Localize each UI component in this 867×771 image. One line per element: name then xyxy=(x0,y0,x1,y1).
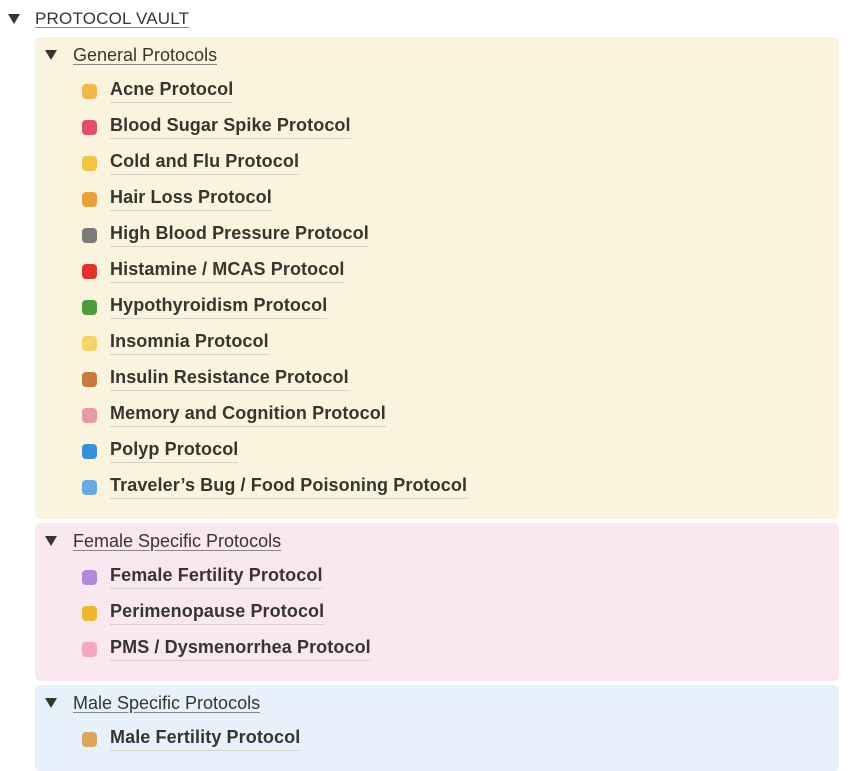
item-link[interactable]: Histamine / MCAS Protocol xyxy=(110,259,345,283)
item-link[interactable]: Traveler’s Bug / Food Poisoning Protocol xyxy=(110,475,468,499)
list-item: Acne Protocol xyxy=(82,73,234,109)
item-icon xyxy=(82,407,97,423)
item-icon xyxy=(82,443,97,459)
page: {"header": {"title": "PROTOCOL VAULT"}, … xyxy=(8,1,839,771)
page-title[interactable]: PROTOCOL VAULT xyxy=(35,9,190,28)
item-link[interactable]: Polyp Protocol xyxy=(110,439,239,463)
item-icon xyxy=(82,731,97,747)
list-item: High Blood Pressure Protocol xyxy=(82,217,369,253)
section: General Protocols Acne Protocol Blood Suga… xyxy=(35,37,839,519)
list-item: Perimenopause Protocol xyxy=(82,595,325,631)
item-icon xyxy=(82,83,97,99)
item-link[interactable]: Acne Protocol xyxy=(110,79,234,103)
item-icon xyxy=(82,371,97,387)
item-link[interactable]: Male Fertility Protocol xyxy=(110,727,301,751)
toggle-arrow[interactable] xyxy=(45,698,57,708)
item-icon xyxy=(82,641,97,657)
toggle-arrow[interactable] xyxy=(45,536,57,546)
list-item: PMS / Dysmenorrhea Protocol xyxy=(82,631,371,667)
item-icon xyxy=(82,569,97,585)
item-icon xyxy=(82,479,97,495)
item-link[interactable]: PMS / Dysmenorrhea Protocol xyxy=(110,637,371,661)
section-title[interactable]: Male Specific Protocols xyxy=(73,692,261,713)
item-icon xyxy=(82,605,97,621)
list-item: Hypothyroidism Protocol xyxy=(82,289,328,325)
item-link[interactable]: Hair Loss Protocol xyxy=(110,187,272,211)
section-header: Male Specific Protocols xyxy=(45,685,260,721)
section-header: Female Specific Protocols xyxy=(45,523,281,559)
item-link[interactable]: Hypothyroidism Protocol xyxy=(110,295,328,319)
item-icon xyxy=(82,263,97,279)
item-link[interactable]: Female Fertility Protocol xyxy=(110,565,323,589)
section-header: General Protocols xyxy=(45,37,217,73)
item-link[interactable]: Insulin Resistance Protocol xyxy=(110,367,349,391)
list-item: Histamine / MCAS Protocol xyxy=(82,253,345,289)
section-title[interactable]: General Protocols xyxy=(73,44,218,65)
item-link[interactable]: Blood Sugar Spike Protocol xyxy=(110,115,351,139)
item-link[interactable]: High Blood Pressure Protocol xyxy=(110,223,369,247)
item-link[interactable]: Perimenopause Protocol xyxy=(110,601,325,625)
list-item: Polyp Protocol xyxy=(82,433,239,469)
list-item: Traveler’s Bug / Food Poisoning Protocol xyxy=(82,469,468,505)
list-item: Hair Loss Protocol xyxy=(82,181,272,217)
list-item: Memory and Cognition Protocol xyxy=(82,397,386,433)
section: Female Specific Protocols Female Fertilit… xyxy=(35,523,839,681)
toggle-arrow[interactable] xyxy=(8,14,20,24)
list-item: Cold and Flu Protocol xyxy=(82,145,300,181)
item-link[interactable]: Memory and Cognition Protocol xyxy=(110,403,386,427)
section-title[interactable]: Female Specific Protocols xyxy=(73,530,282,551)
item-icon xyxy=(82,335,97,351)
list-item: Female Fertility Protocol xyxy=(82,559,323,595)
item-icon xyxy=(82,119,97,135)
item-icon xyxy=(82,227,97,243)
item-link[interactable]: Insomnia Protocol xyxy=(110,331,269,355)
item-link[interactable]: Cold and Flu Protocol xyxy=(110,151,300,175)
list-item: Insulin Resistance Protocol xyxy=(82,361,349,397)
toggle-arrow[interactable] xyxy=(45,50,57,60)
section: Male Specific Protocols Male Fertility Pr… xyxy=(35,685,839,771)
item-icon xyxy=(82,155,97,171)
item-icon xyxy=(82,191,97,207)
page-header: PROTOCOL VAULT xyxy=(8,1,189,37)
list-item: Insomnia Protocol xyxy=(82,325,269,361)
list-item: Male Fertility Protocol xyxy=(82,721,301,757)
item-icon xyxy=(82,299,97,315)
list-item: Blood Sugar Spike Protocol xyxy=(82,109,351,145)
